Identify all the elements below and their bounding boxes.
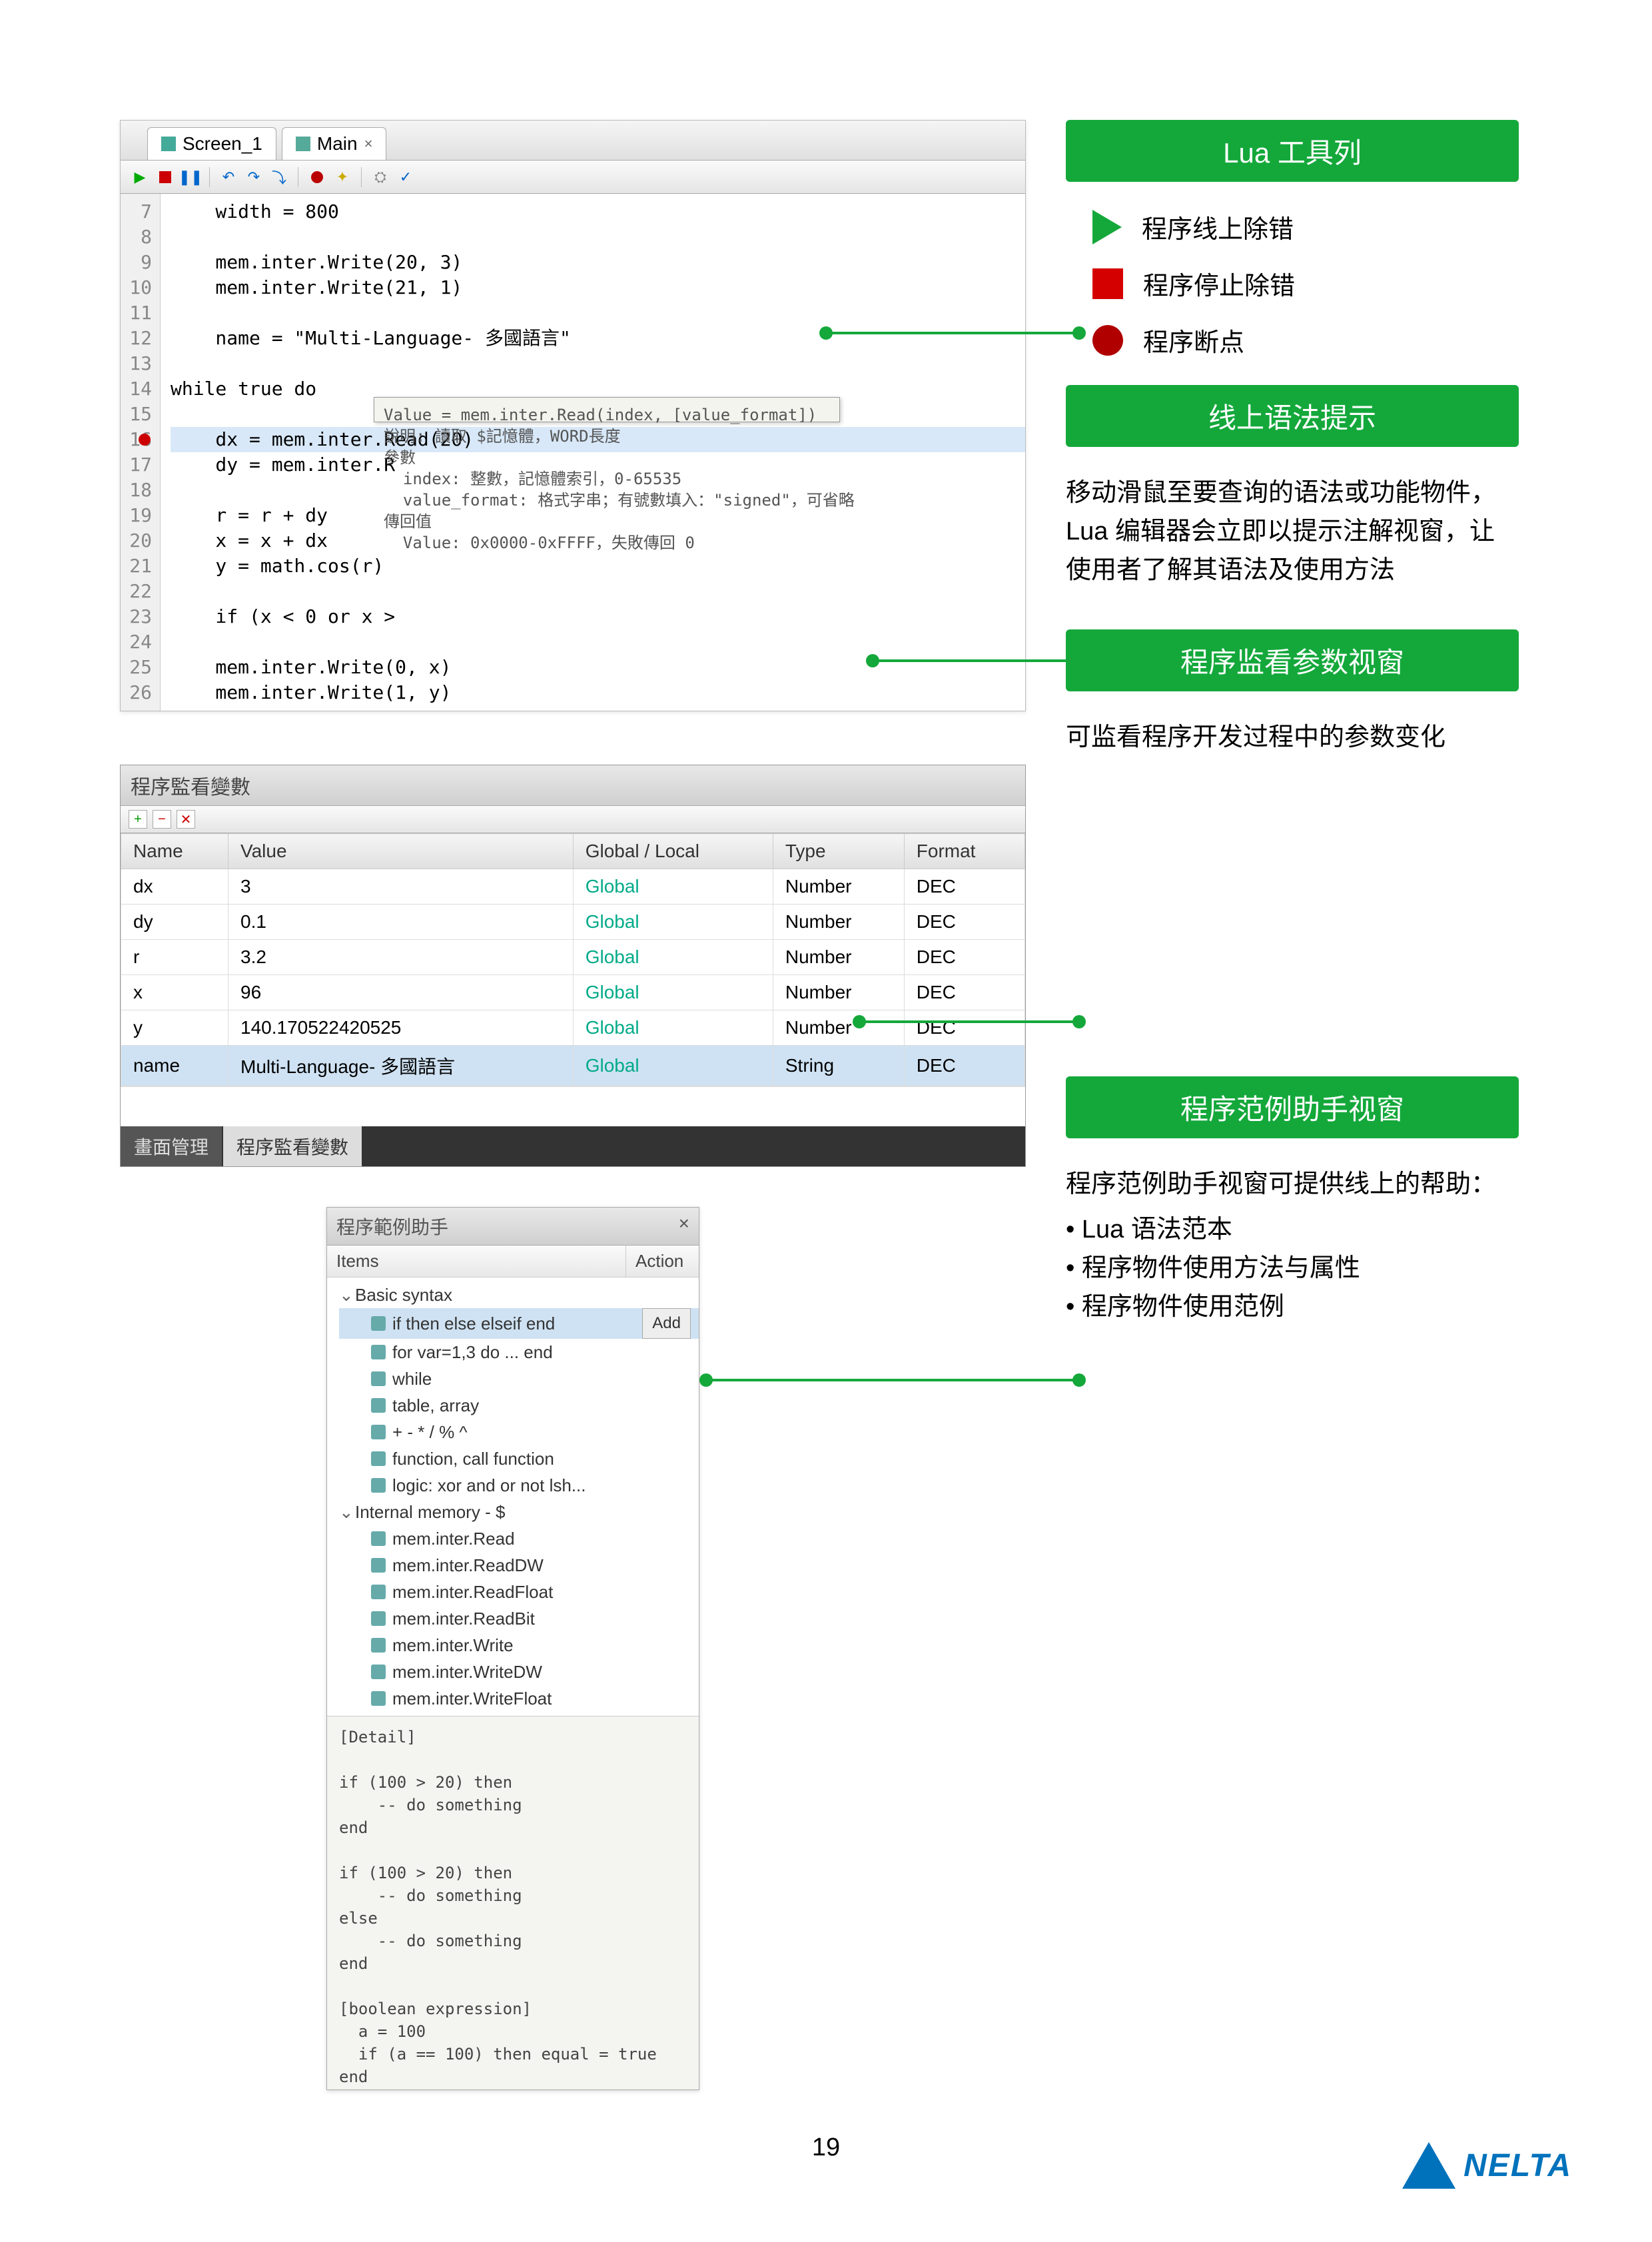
annotation-syntax-title: 线上语法提示 — [1066, 385, 1519, 447]
helper-tree[interactable]: ⌄Basic syntaxif then else elseif endAddf… — [327, 1278, 699, 1716]
helper-panel: 程序範例助手 × Items Action ⌄Basic syntaxif the… — [326, 1207, 699, 2090]
action-column: Action — [625, 1246, 699, 1277]
logo-text: NELTA — [1463, 2147, 1572, 2184]
code-lines[interactable]: width = 800 mem.inter.Write(20, 3) mem.i… — [161, 194, 1025, 711]
tab-watch[interactable]: 程序監看變數 — [223, 1126, 362, 1166]
close-icon[interactable]: × — [679, 1213, 689, 1240]
step-button[interactable]: ⤵ — [270, 168, 288, 187]
tree-item[interactable]: table, array — [339, 1392, 699, 1419]
tree-item[interactable]: mem.inter.ReadBit — [339, 1605, 699, 1632]
add-watch-button[interactable]: + — [129, 810, 147, 829]
tab-screen-mgmt[interactable]: 畫面管理 — [121, 1126, 222, 1166]
breakpoint-button[interactable] — [308, 168, 326, 187]
bullet-item: • 程序物件使用方法与属性 — [1066, 1249, 1519, 1288]
logo-triangle-icon — [1402, 2142, 1455, 2189]
watch-table: NameValueGlobal / LocalTypeFormat dx3Glo… — [121, 833, 1025, 1086]
annotation-watch-text: 可监看程序开发过程中的参数变化 — [1066, 718, 1519, 757]
add-button[interactable]: Add — [642, 1308, 691, 1339]
connector-helper — [706, 1379, 1079, 1381]
helper-title-text: 程序範例助手 — [336, 1213, 448, 1240]
remove-watch-button[interactable]: − — [153, 810, 171, 829]
items-column: Items — [327, 1246, 625, 1277]
check-button[interactable]: ✓ — [396, 168, 415, 187]
tree-item[interactable]: for var=1,3 do ... end — [339, 1339, 699, 1365]
bullet-item: • 程序物件使用范例 — [1066, 1288, 1519, 1326]
bottom-tabs: 畫面管理 程序監看變數 — [121, 1126, 1025, 1166]
helper-header: Items Action — [327, 1246, 699, 1278]
tree-item[interactable]: mem.inter.ReadDW — [339, 1552, 699, 1579]
code-editor-panel: Screen_1 Main × ▶ ❚❚ ↶ ↷ ⤵ ✦ ⛭ ✓ 78910111… — [120, 120, 1026, 711]
tree-item[interactable]: + - * / % ^ — [339, 1419, 699, 1445]
breakpoint-icon — [1092, 325, 1123, 356]
tree-item[interactable]: mem.inter.Write — [339, 1632, 699, 1659]
redo-button[interactable]: ↷ — [244, 168, 263, 187]
tree-item[interactable]: logic: xor and or not lsh... — [339, 1472, 699, 1499]
legend-label: 程序线上除错 — [1142, 208, 1294, 245]
tree-item[interactable]: while — [339, 1365, 699, 1392]
tree-item[interactable]: function, call function — [339, 1445, 699, 1472]
line-gutter: 7891011121314151617181920212223242526 — [121, 194, 161, 711]
tree-item[interactable]: mem.inter.Read — [339, 1525, 699, 1552]
tree-item[interactable]: if then else elseif endAdd — [339, 1308, 699, 1339]
annotation-toolbar-title: Lua 工具列 — [1066, 120, 1519, 182]
helper-detail: [Detail] if (100 > 20) then -- do someth… — [327, 1716, 699, 2089]
annotation-helper-text: 程序范例助手视窗可提供线上的帮助： — [1066, 1165, 1519, 1204]
script-icon — [296, 137, 310, 151]
stop-icon — [1092, 268, 1123, 299]
pause-button[interactable]: ❚❚ — [181, 168, 200, 187]
screen-icon — [161, 137, 176, 151]
editor-tab-bar: Screen_1 Main × — [121, 121, 1025, 161]
legend-label: 程序断点 — [1143, 322, 1244, 358]
syntax-tooltip: Value = mem.inter.Read(index, [value_for… — [374, 397, 840, 422]
watch-toolbar: + − ✕ — [121, 806, 1025, 833]
bookmark-button[interactable]: ✦ — [333, 168, 352, 187]
editor-toolbar: ▶ ❚❚ ↶ ↷ ⤵ ✦ ⛭ ✓ — [121, 161, 1025, 194]
annotation-helper-title: 程序范例助手视窗 — [1066, 1076, 1519, 1138]
close-icon[interactable]: × — [364, 135, 373, 153]
tab-label: Main — [317, 133, 358, 155]
helper-panel-title: 程序範例助手 × — [327, 1208, 699, 1246]
connector-watch — [859, 1020, 1079, 1023]
undo-button[interactable]: ↶ — [219, 168, 238, 187]
toolbar-separator — [361, 167, 362, 187]
legend-label: 程序停止除错 — [1143, 265, 1295, 302]
tab-label: Screen_1 — [183, 133, 262, 155]
clear-watch-button[interactable]: ✕ — [177, 810, 195, 829]
helper-bullets: • Lua 语法范本• 程序物件使用方法与属性• 程序物件使用范例 — [1066, 1210, 1519, 1326]
play-icon — [1092, 210, 1122, 244]
toolbar-legend: 程序线上除错程序停止除错程序断点 — [1066, 208, 1519, 358]
tab-screen[interactable]: Screen_1 — [147, 127, 276, 160]
tree-item[interactable]: mem.inter.ReadFloat — [339, 1579, 699, 1605]
stop-button[interactable] — [156, 168, 175, 187]
page-number: 19 — [812, 2133, 840, 2162]
watch-panel: 程序監看變數 + − ✕ NameValueGlobal / LocalType… — [120, 765, 1026, 1167]
tab-main[interactable]: Main × — [282, 127, 387, 160]
toolbar-separator — [209, 167, 210, 187]
tree-item[interactable]: mem.inter.WriteFloat — [339, 1685, 699, 1712]
settings-button[interactable]: ⛭ — [371, 168, 390, 187]
code-body: 7891011121314151617181920212223242526 wi… — [121, 194, 1025, 711]
tree-item[interactable]: mem.inter.WriteDW — [339, 1659, 699, 1685]
watch-panel-title: 程序監看變數 — [121, 765, 1025, 806]
annotation-watch-title: 程序监看参数视窗 — [1066, 629, 1519, 691]
run-button[interactable]: ▶ — [131, 168, 149, 187]
brand-logo: NELTA — [1402, 2142, 1572, 2189]
annotation-syntax-text: 移动滑鼠至要查询的语法或功能物件，Lua 编辑器会立即以提示注解视窗，让使用者了… — [1066, 474, 1519, 589]
bullet-item: • Lua 语法范本 — [1066, 1210, 1519, 1249]
